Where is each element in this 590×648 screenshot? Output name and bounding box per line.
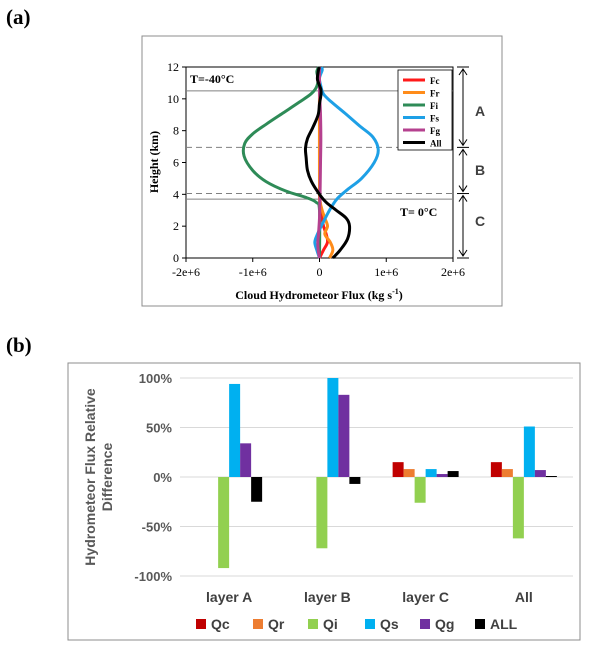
bar-qc xyxy=(392,462,404,477)
bar-qi xyxy=(218,477,230,569)
layer-a-label: A xyxy=(475,103,485,119)
panel-a-y-ticks: 0 2 4 6 8 10 12 xyxy=(167,60,186,265)
legend-label-all: All xyxy=(430,139,442,149)
legend-swatch-qc xyxy=(196,619,206,629)
y-tick-label: 0% xyxy=(153,470,172,485)
panel-b-legend: Qc Qr Qi Qs Qg ALL xyxy=(196,616,518,632)
y-tick-label: 10 xyxy=(167,92,179,106)
layer-arrow-head xyxy=(458,194,468,202)
panel-b-label: (b) xyxy=(6,333,32,357)
panel-a-label: (a) xyxy=(6,5,31,29)
layer-arrow-head xyxy=(458,249,468,257)
legend-label-fc: Fc xyxy=(430,76,440,86)
y-tick-label: 12 xyxy=(167,60,179,74)
legend-label-fr: Fr xyxy=(430,89,440,99)
category-label: layer A xyxy=(206,589,252,605)
legend-label-fg: Fg xyxy=(430,126,440,136)
layer-arrow-head xyxy=(458,139,468,147)
panel-a-x-axis-label: Cloud Hydrometeor Flux (kg s-1) xyxy=(235,287,403,302)
x-tick-label: 2e+6 xyxy=(441,265,465,279)
y-tick-label: 50% xyxy=(146,421,172,436)
legend-label-qg: Qg xyxy=(435,616,454,632)
legend-label-qc: Qc xyxy=(211,616,230,632)
bar-all xyxy=(251,477,263,502)
panel-a-y-axis-label: Height (km) xyxy=(147,131,161,193)
y-tick-label: 6 xyxy=(173,156,179,170)
layer-b-label: B xyxy=(475,162,485,178)
legend-swatch-qs xyxy=(365,619,375,629)
layer-brackets xyxy=(457,66,469,259)
y-tick-label: -50% xyxy=(142,520,173,535)
x-tick-label: -2e+6 xyxy=(172,265,200,279)
legend-label-qs: Qs xyxy=(380,616,399,632)
bar-qs xyxy=(523,426,535,477)
bar-qi xyxy=(414,477,426,503)
panel-a-legend xyxy=(397,69,453,151)
y-tick-label: -100% xyxy=(134,569,172,584)
x-tick-label: -1e+6 xyxy=(239,265,267,279)
bar-all xyxy=(447,471,459,477)
legend-swatch-qr xyxy=(253,619,263,629)
panel-a-chart: 0 2 4 6 8 10 12 -2e+6 -1e+6 0 1e+6 2e+6 T=-40°C T=… xyxy=(141,35,503,307)
panel-b-y-axis-label-line1: Hydrometeor Flux Relative xyxy=(82,388,98,566)
panel-a-x-ticks: -2e+6 -1e+6 0 1e+6 2e+6 xyxy=(172,258,465,279)
bar-qr xyxy=(403,469,415,477)
y-tick-label: 2 xyxy=(173,219,179,233)
bar-qg xyxy=(338,394,350,477)
x-tick-label: 1e+6 xyxy=(374,265,398,279)
legend-label-qr: Qr xyxy=(268,616,285,632)
panel-b-y-ticks: 100% 50% 0% -50% -100% xyxy=(134,371,172,584)
panel-b-chart: 100% 50% 0% -50% -100% layer A layer B layer C… xyxy=(67,362,581,641)
bar-all xyxy=(545,476,557,477)
panel-b-gridlines xyxy=(180,377,573,577)
series-line-fi xyxy=(241,66,322,259)
bar-qc xyxy=(490,462,502,477)
legend-label-fi: Fi xyxy=(430,101,438,111)
y-tick-label: 8 xyxy=(173,124,179,138)
bar-qg xyxy=(534,470,546,477)
category-label: layer B xyxy=(304,589,351,605)
bar-qr xyxy=(501,469,513,477)
panel-a-series xyxy=(241,66,380,260)
bar-qg xyxy=(240,443,252,477)
series-line-all xyxy=(303,66,352,260)
bar-qi xyxy=(316,477,328,549)
panel-b-category-labels: layer A layer B layer C All xyxy=(206,589,533,605)
top-temperature-label: T=-40°C xyxy=(190,72,234,86)
bar-qs xyxy=(229,383,241,477)
layer-arrow-head xyxy=(458,148,468,156)
legend-swatch-qg xyxy=(420,619,430,629)
bottom-temperature-label: T= 0°C xyxy=(400,205,437,219)
layer-arrow-head xyxy=(458,68,468,76)
panel-a-legend-items: Fc Fr Fi Fs Fg All xyxy=(403,76,442,149)
category-label: layer C xyxy=(402,589,449,605)
x-tick-label: 0 xyxy=(317,265,323,279)
legend-swatch-qi xyxy=(308,619,318,629)
layer-c-label: C xyxy=(475,213,485,229)
bar-qs xyxy=(327,378,339,477)
category-label: All xyxy=(515,589,533,605)
legend-swatch-all xyxy=(475,619,485,629)
legend-label-fs: Fs xyxy=(430,114,439,124)
bar-qi xyxy=(512,477,524,539)
legend-label-all: ALL xyxy=(490,616,518,632)
y-tick-label: 100% xyxy=(139,371,173,386)
y-tick-label: 0 xyxy=(173,251,179,265)
bar-qs xyxy=(425,469,437,477)
layer-arrow-head xyxy=(458,185,468,193)
bar-all xyxy=(349,477,361,484)
legend-label-qi: Qi xyxy=(323,616,338,632)
y-tick-label: 4 xyxy=(173,187,179,201)
bar-qg xyxy=(436,474,448,477)
panel-b-y-axis-label-line2: Difference xyxy=(99,443,115,512)
panel-b-bars xyxy=(218,378,557,569)
